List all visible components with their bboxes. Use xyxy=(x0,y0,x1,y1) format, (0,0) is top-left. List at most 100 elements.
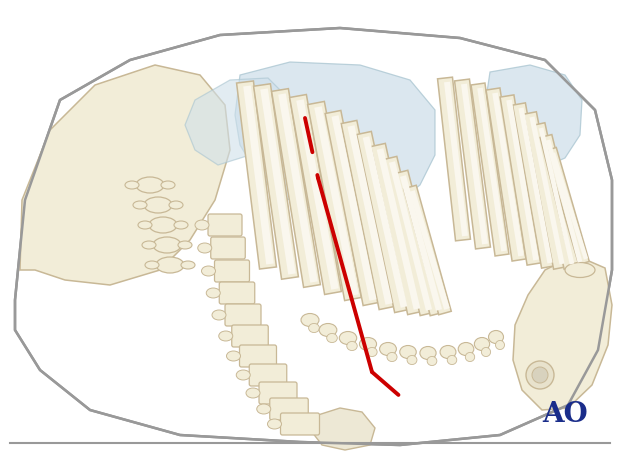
Polygon shape xyxy=(312,408,375,450)
Ellipse shape xyxy=(319,324,337,336)
Polygon shape xyxy=(278,93,318,283)
Ellipse shape xyxy=(267,419,281,429)
Ellipse shape xyxy=(481,347,490,357)
Ellipse shape xyxy=(142,241,156,249)
Polygon shape xyxy=(518,107,552,263)
Polygon shape xyxy=(235,62,435,215)
Ellipse shape xyxy=(407,355,417,364)
Ellipse shape xyxy=(532,367,548,383)
Polygon shape xyxy=(383,157,434,316)
Polygon shape xyxy=(486,88,526,261)
Ellipse shape xyxy=(489,330,503,343)
Ellipse shape xyxy=(136,177,164,193)
Ellipse shape xyxy=(474,337,490,351)
Polygon shape xyxy=(492,93,524,257)
Ellipse shape xyxy=(236,370,250,380)
FancyBboxPatch shape xyxy=(239,345,277,367)
Polygon shape xyxy=(363,136,407,308)
Polygon shape xyxy=(513,255,612,410)
Text: AO: AO xyxy=(542,402,588,429)
Polygon shape xyxy=(185,78,285,165)
Ellipse shape xyxy=(145,261,159,269)
Ellipse shape xyxy=(427,357,437,365)
Polygon shape xyxy=(546,147,589,264)
Ellipse shape xyxy=(347,341,357,351)
Polygon shape xyxy=(477,88,507,252)
Ellipse shape xyxy=(387,353,397,362)
Ellipse shape xyxy=(379,342,396,356)
Polygon shape xyxy=(409,190,450,310)
Polygon shape xyxy=(404,185,451,315)
Polygon shape xyxy=(371,143,422,314)
Polygon shape xyxy=(461,84,488,244)
Ellipse shape xyxy=(161,181,175,189)
Ellipse shape xyxy=(447,355,457,364)
Polygon shape xyxy=(272,89,321,287)
Ellipse shape xyxy=(149,217,177,233)
Ellipse shape xyxy=(495,341,505,350)
Polygon shape xyxy=(507,100,539,260)
Polygon shape xyxy=(471,83,509,256)
Ellipse shape xyxy=(367,347,377,357)
Polygon shape xyxy=(400,175,442,311)
Ellipse shape xyxy=(153,237,181,253)
Polygon shape xyxy=(314,106,359,296)
Ellipse shape xyxy=(178,241,192,249)
Ellipse shape xyxy=(156,257,184,273)
Polygon shape xyxy=(551,152,588,260)
FancyBboxPatch shape xyxy=(232,325,268,347)
Ellipse shape xyxy=(198,243,212,253)
Polygon shape xyxy=(500,95,541,265)
Ellipse shape xyxy=(195,220,209,230)
Ellipse shape xyxy=(169,201,183,209)
Polygon shape xyxy=(444,82,468,236)
Ellipse shape xyxy=(360,337,376,351)
Polygon shape xyxy=(308,101,361,301)
Polygon shape xyxy=(260,89,296,274)
Ellipse shape xyxy=(219,331,232,341)
Ellipse shape xyxy=(212,310,226,320)
Polygon shape xyxy=(389,161,432,311)
Polygon shape xyxy=(290,95,342,295)
Ellipse shape xyxy=(420,347,436,359)
Polygon shape xyxy=(296,99,339,290)
FancyBboxPatch shape xyxy=(219,282,255,304)
Ellipse shape xyxy=(440,346,456,358)
Polygon shape xyxy=(341,120,395,310)
FancyBboxPatch shape xyxy=(270,398,308,420)
Polygon shape xyxy=(347,125,392,305)
Ellipse shape xyxy=(327,333,337,342)
Polygon shape xyxy=(486,65,582,168)
Ellipse shape xyxy=(246,388,260,398)
Polygon shape xyxy=(524,112,567,269)
FancyBboxPatch shape xyxy=(208,214,242,236)
Polygon shape xyxy=(377,148,420,310)
Ellipse shape xyxy=(309,324,319,333)
Polygon shape xyxy=(533,123,576,269)
Ellipse shape xyxy=(226,351,241,361)
Polygon shape xyxy=(540,134,584,268)
Polygon shape xyxy=(237,81,277,269)
Ellipse shape xyxy=(133,201,147,209)
Polygon shape xyxy=(254,84,298,279)
FancyBboxPatch shape xyxy=(211,237,246,259)
Polygon shape xyxy=(546,140,582,263)
Ellipse shape xyxy=(181,261,195,269)
Ellipse shape xyxy=(565,263,595,278)
FancyBboxPatch shape xyxy=(215,260,249,282)
Ellipse shape xyxy=(400,346,416,358)
Polygon shape xyxy=(20,65,230,285)
Polygon shape xyxy=(438,77,471,241)
Polygon shape xyxy=(539,128,574,264)
Ellipse shape xyxy=(206,288,220,298)
Ellipse shape xyxy=(138,221,152,229)
FancyBboxPatch shape xyxy=(225,304,261,326)
Polygon shape xyxy=(325,111,379,306)
Polygon shape xyxy=(529,117,565,264)
Ellipse shape xyxy=(339,331,356,345)
Ellipse shape xyxy=(301,313,319,326)
Polygon shape xyxy=(332,115,376,301)
FancyBboxPatch shape xyxy=(280,413,319,435)
Polygon shape xyxy=(394,170,444,316)
Polygon shape xyxy=(356,131,409,313)
